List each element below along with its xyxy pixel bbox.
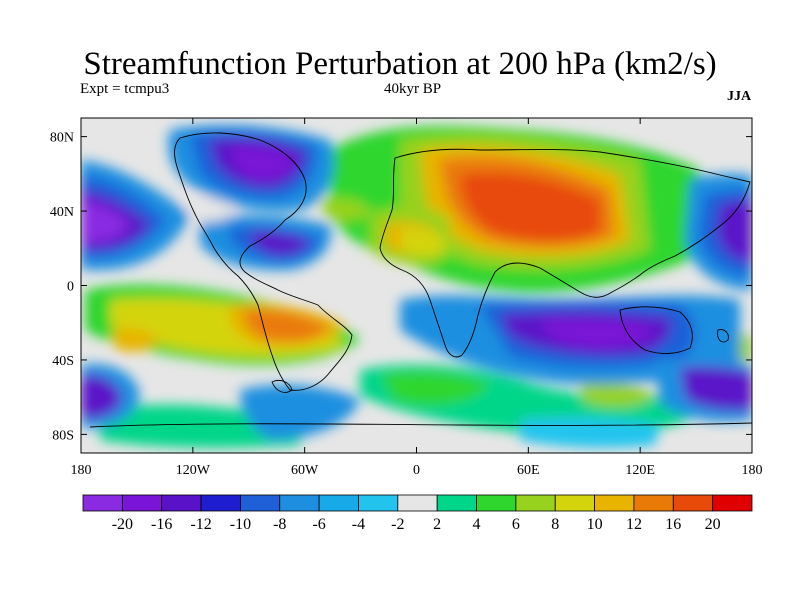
colorbar-swatch xyxy=(672,494,714,512)
y-tick-label: 80N xyxy=(50,131,74,146)
colorbar-label: 6 xyxy=(512,516,520,533)
colorbar: -20 -16 -12 -10 -8 -6 -4 -2 2 4 6 8 10 12 16 20 xyxy=(82,494,753,533)
colorbar-swatch xyxy=(436,494,477,512)
colorbar-label: 10 xyxy=(587,516,603,533)
colorbar-swatch xyxy=(240,494,281,512)
colorbar-swatch xyxy=(200,494,241,512)
colorbar-label: 20 xyxy=(705,516,721,533)
colorbar-label: 8 xyxy=(551,516,559,533)
colorbar-swatch xyxy=(82,494,123,512)
colorbar-label: -6 xyxy=(312,516,325,533)
time-label: 40kyr BP xyxy=(384,81,442,97)
colorbar-swatch xyxy=(397,494,438,512)
colorbar-label: -8 xyxy=(273,516,286,533)
season-label: JJA xyxy=(727,89,752,104)
contour-fill xyxy=(81,124,752,448)
colorbar-label: -2 xyxy=(391,516,404,533)
y-tick-label: 0 xyxy=(67,280,74,295)
colorbar-swatch xyxy=(318,494,359,512)
colorbar-swatch xyxy=(279,494,320,512)
experiment-label: Expt = tcmpu3 xyxy=(80,81,170,97)
colorbar-label: -10 xyxy=(230,516,251,533)
colorbar-label: -16 xyxy=(151,516,172,533)
colorbar-swatch xyxy=(712,494,753,512)
map-panel xyxy=(81,118,752,453)
colorbar-label: -12 xyxy=(190,516,211,533)
y-tick-label: 40N xyxy=(50,205,74,220)
colorbar-swatch xyxy=(633,494,674,512)
x-tick-label: 0 xyxy=(413,463,420,478)
x-tick-label: 120E xyxy=(625,463,655,478)
colorbar-label: -20 xyxy=(112,516,133,533)
colorbar-label: 2 xyxy=(433,516,441,533)
colorbar-swatch xyxy=(554,494,595,512)
x-tick-label: 120W xyxy=(176,463,211,478)
x-tick-label: 60W xyxy=(291,463,319,478)
x-tick-label: 180 xyxy=(71,463,92,478)
colorbar-label: -4 xyxy=(352,516,365,533)
colorbar-swatch xyxy=(358,494,399,512)
colorbar-label: 12 xyxy=(626,516,642,533)
colorbar-label: 16 xyxy=(665,516,681,533)
colorbar-swatch xyxy=(121,494,163,512)
coastlines xyxy=(89,132,752,428)
y-tick-label: 80S xyxy=(52,428,74,443)
y-tick-label: 40S xyxy=(52,354,74,369)
x-axis: 180 120W 60W 0 60E 120E 180 xyxy=(71,118,763,478)
colorbar-swatch xyxy=(594,494,635,512)
y-axis: 80N 40N 0 40S 80S xyxy=(50,131,752,443)
colorbar-label: 4 xyxy=(473,516,481,533)
plot-title: Streamfunction Perturbation at 200 hPa (… xyxy=(83,46,717,82)
colorbar-swatch xyxy=(161,494,202,512)
x-tick-label: 60E xyxy=(517,463,540,478)
x-tick-label: 180 xyxy=(742,463,763,478)
colorbar-swatch xyxy=(515,494,556,512)
colorbar-swatch xyxy=(476,494,517,512)
